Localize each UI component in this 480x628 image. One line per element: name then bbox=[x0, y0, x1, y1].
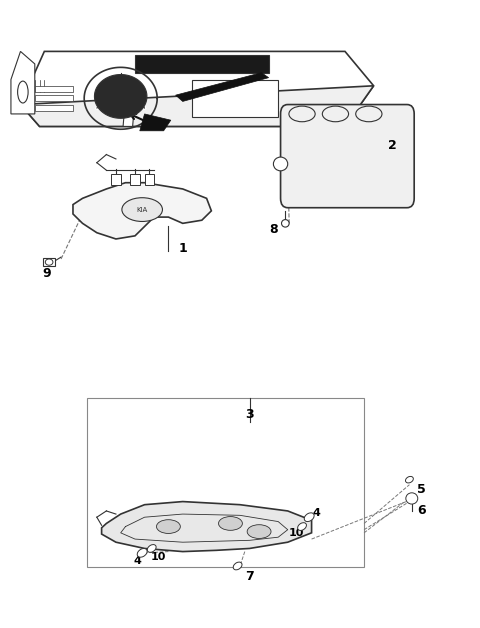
Polygon shape bbox=[21, 51, 373, 126]
Ellipse shape bbox=[304, 513, 314, 522]
Polygon shape bbox=[140, 114, 171, 131]
Ellipse shape bbox=[233, 562, 242, 570]
Polygon shape bbox=[192, 80, 278, 117]
Text: 5: 5 bbox=[417, 482, 426, 495]
Polygon shape bbox=[102, 502, 312, 551]
Ellipse shape bbox=[274, 157, 288, 171]
Ellipse shape bbox=[218, 517, 242, 530]
Text: KIA: KIA bbox=[136, 207, 148, 213]
Polygon shape bbox=[21, 86, 373, 126]
Text: 7: 7 bbox=[245, 570, 254, 583]
Ellipse shape bbox=[45, 259, 53, 265]
Text: 4: 4 bbox=[133, 556, 141, 566]
Text: 4: 4 bbox=[312, 508, 320, 518]
Ellipse shape bbox=[289, 106, 315, 122]
Ellipse shape bbox=[122, 198, 162, 222]
Ellipse shape bbox=[406, 493, 418, 504]
Text: 1: 1 bbox=[179, 242, 187, 255]
Text: 9: 9 bbox=[42, 267, 51, 280]
Bar bbox=[35, 104, 73, 111]
FancyBboxPatch shape bbox=[281, 104, 414, 208]
Polygon shape bbox=[11, 51, 35, 114]
Bar bbox=[111, 174, 120, 185]
Ellipse shape bbox=[281, 220, 289, 227]
Ellipse shape bbox=[356, 106, 382, 122]
Bar bbox=[43, 258, 55, 266]
Polygon shape bbox=[123, 99, 135, 126]
Text: 6: 6 bbox=[417, 504, 426, 517]
Ellipse shape bbox=[156, 520, 180, 533]
Bar bbox=[144, 174, 154, 185]
Ellipse shape bbox=[323, 106, 348, 122]
Text: 2: 2 bbox=[388, 139, 397, 152]
Ellipse shape bbox=[137, 548, 147, 557]
Bar bbox=[87, 398, 364, 567]
Ellipse shape bbox=[406, 477, 413, 483]
Text: 10: 10 bbox=[288, 528, 304, 538]
Polygon shape bbox=[73, 183, 211, 239]
Bar bbox=[35, 95, 73, 102]
Text: 10: 10 bbox=[151, 551, 167, 561]
Bar bbox=[130, 174, 140, 185]
Text: 8: 8 bbox=[269, 223, 278, 236]
Polygon shape bbox=[135, 55, 269, 73]
Bar bbox=[35, 86, 73, 92]
Ellipse shape bbox=[247, 525, 271, 538]
Ellipse shape bbox=[147, 544, 156, 553]
Ellipse shape bbox=[298, 522, 306, 531]
Polygon shape bbox=[176, 73, 269, 102]
Ellipse shape bbox=[18, 81, 28, 103]
Polygon shape bbox=[95, 75, 147, 118]
Text: 3: 3 bbox=[245, 408, 254, 421]
